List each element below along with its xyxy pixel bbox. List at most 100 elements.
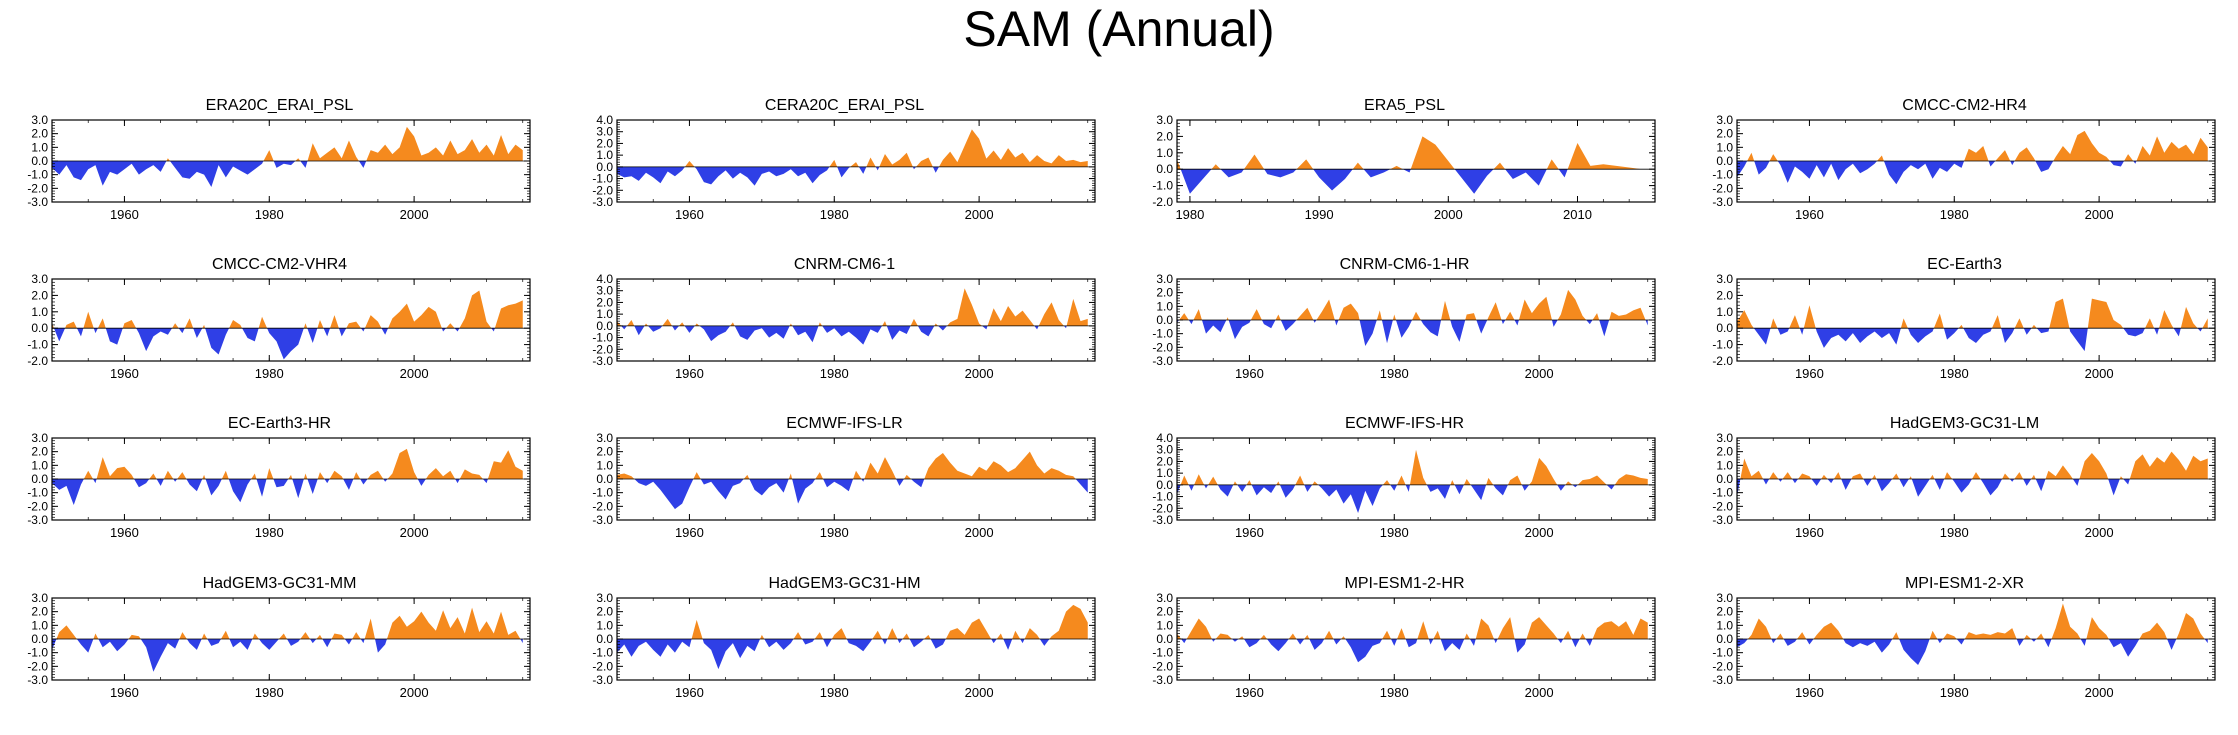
panel-title: ERA5_PSL — [1364, 97, 1445, 114]
y-tick-label: 2.0 — [596, 136, 613, 150]
panel-title: CNRM-CM6-1-HR — [1339, 256, 1470, 273]
chart-panel: CNRM-CM6-1-HR 3.0 2.0 1.0 0.0 -1.0 -2.0 -3.0 196… — [1125, 256, 1684, 416]
panel-title: HadGEM3-GC31-MM — [202, 575, 357, 592]
y-tick-label: -1.0 — [1152, 179, 1173, 193]
y-tick-label: 1.0 — [596, 148, 613, 162]
y-tick-label: 3.0 — [1716, 591, 1733, 605]
plot-frame — [1736, 278, 2216, 362]
chart-svg: 3.02.01.00.0-1.0-2.0-3.0 1960 1980 2000 — [27, 591, 531, 700]
figure-title: SAM (Annual) — [963, 1, 1275, 57]
y-tick-label: 0.0 — [1716, 321, 1733, 335]
y-tick-label: -1.0 — [592, 486, 613, 500]
chart-svg: 4.03.02.01.00.0-1.0-2.0-3.0 1960 1980 2000 — [1152, 431, 1656, 540]
chart-panel: CERA20C_ERAI_PSL 4.0 3.0 2.0 1.0 0.0 -1.0 -2.0-… — [565, 97, 1124, 257]
chart-panel: CMCC-CM2-VHR4 3.0 2.0 1.0 0.0 -1.0 -2.0 1960 198… — [0, 256, 559, 416]
x-tick-label: 1960 — [1795, 685, 1824, 700]
y-tick-label: 2.0 — [1156, 605, 1173, 619]
x-tick-label: 1980 — [1940, 685, 1969, 700]
x-tick-label: 1960 — [110, 525, 139, 540]
x-tick-label: 2000 — [2085, 685, 2114, 700]
x-tick-label: 2000 — [965, 525, 994, 540]
negative-area — [1737, 479, 2208, 497]
x-tick-label: 1960 — [1235, 366, 1264, 381]
negative-area — [617, 166, 1088, 186]
negative-area — [1177, 484, 1648, 513]
y-tick-label: 2.0 — [1156, 454, 1173, 468]
y-tick-label: 0.0 — [1716, 632, 1733, 646]
y-tick-label: 2.0 — [31, 288, 48, 302]
negative-area — [617, 325, 1088, 345]
chart-panel: MPI-ESM1-2-XR 3.0 2.0 1.0 0.0 -1.0 -2.0 -3.0 196… — [1685, 575, 2238, 735]
panel-title: HadGEM3-GC31-HM — [768, 575, 921, 592]
y-tick-label: 3.0 — [1156, 113, 1173, 127]
positive-area — [1737, 603, 2208, 639]
panel-title: EC-Earth3 — [1927, 256, 2002, 273]
negative-area — [52, 328, 523, 360]
y-tick-label: 0.0 — [596, 472, 613, 486]
y-tick-label: -2.0 — [1152, 659, 1173, 673]
y-tick-label: 2.0 — [1156, 129, 1173, 143]
positive-area — [617, 451, 1088, 479]
y-tick-label: -3.0 — [27, 195, 48, 209]
y-tick-label: 0.0 — [31, 321, 48, 335]
y-tick-label: 2.0 — [596, 445, 613, 459]
x-tick-label: 1980 — [820, 525, 849, 540]
positive-area — [617, 288, 1088, 326]
y-tick-label: 3.0 — [31, 591, 48, 605]
x-tick-label: 1980 — [820, 366, 849, 381]
y-tick-label: -2.0 — [1712, 181, 1733, 195]
plot-frame — [1176, 437, 1656, 521]
x-tick-label: 1980 — [1940, 366, 1969, 381]
panel-title: CMCC-CM2-VHR4 — [211, 256, 348, 273]
chart-panel: CNRM-CM6-1 4.0 3.0 2.0 1.0 0.0 -1.0 -2.0 -3.0 196… — [565, 256, 1124, 416]
y-tick-label: -1.0 — [592, 646, 613, 660]
y-tick-label: 2.0 — [31, 127, 48, 141]
y-tick-label: -2.0 — [1712, 499, 1733, 513]
x-tick-label: 1980 — [1175, 207, 1204, 222]
y-tick-label: 1.0 — [1156, 466, 1173, 480]
negative-area — [617, 639, 1088, 670]
y-tick-label: 0.0 — [31, 154, 48, 168]
x-tick-label: 1960 — [675, 366, 704, 381]
negative-area — [52, 479, 523, 505]
x-tick-label: 1960 — [1795, 207, 1824, 222]
y-tick-label: -2.0 — [1712, 659, 1733, 673]
y-tick-label: 1.0 — [1716, 458, 1733, 472]
y-tick-label: 0.0 — [1716, 154, 1733, 168]
y-tick-label: -2.0 — [592, 342, 613, 356]
y-tick-label: 3.0 — [1716, 272, 1733, 286]
y-tick-label: 1.0 — [31, 140, 48, 154]
y-tick-label: 3.0 — [1156, 443, 1173, 457]
x-tick-label: 1980 — [255, 525, 284, 540]
y-tick-label: 1.0 — [1156, 146, 1173, 160]
y-tick-label: -1.0 — [27, 486, 48, 500]
chart-svg: 3.02.01.00.0-1.0-2.0-3.0 1960 1980 2000 — [27, 113, 531, 222]
y-tick-label: -2.0 — [1152, 501, 1173, 515]
chart-panel: MPI-ESM1-2-HR 3.0 2.0 1.0 0.0 -1.0 -2.0 -3.0 196… — [1125, 575, 1684, 735]
y-tick-label: 0.0 — [1156, 632, 1173, 646]
x-tick-label: 1960 — [110, 685, 139, 700]
chart-panel: EC-Earth3 3.0 2.0 1.0 0.0 -1.0 -2.0 1960 1980 200… — [1685, 256, 2238, 416]
y-tick-label: 0.0 — [1156, 478, 1173, 492]
chart-panel: HadGEM3-GC31-MM 3.0 2.0 1.0 0.0 -1.0 -2.0 -3.0 1… — [0, 575, 559, 735]
y-tick-label: 0.0 — [1156, 313, 1173, 327]
positive-area — [1177, 449, 1648, 485]
y-tick-label: -3.0 — [1712, 673, 1733, 687]
panel-title: CNRM-CM6-1 — [793, 256, 896, 273]
x-tick-label: 1960 — [110, 207, 139, 222]
x-tick-label: 2000 — [2085, 207, 2114, 222]
chart-panel: ECMWF-IFS-HR 4.0 3.0 2.0 1.0 0.0 -1.0 -2.0 -3.0 1… — [1125, 415, 1684, 575]
negative-area — [1737, 639, 2208, 665]
y-tick-label: 1.0 — [596, 307, 613, 321]
positive-area — [52, 126, 523, 161]
chart-svg: 3.02.01.00.0-1.0-2.0-3.0 1960 1980 2000 — [1712, 591, 2216, 700]
x-tick-label: 2000 — [1525, 685, 1554, 700]
y-tick-label: 3.0 — [1716, 431, 1733, 445]
y-tick-label: 0.0 — [596, 632, 613, 646]
y-tick-label: 3.0 — [596, 431, 613, 445]
chart-panel: HadGEM3-GC31-LM 3.0 2.0 1.0 0.0 -1.0 -2.0 -3.0 1… — [1685, 415, 2238, 575]
y-tick-label: 1.0 — [596, 618, 613, 632]
chart-svg: 3.02.01.00.0-1.0-2.0-3.0 1960 1980 2000 — [1152, 272, 1656, 381]
y-tick-label: -3.0 — [592, 513, 613, 527]
